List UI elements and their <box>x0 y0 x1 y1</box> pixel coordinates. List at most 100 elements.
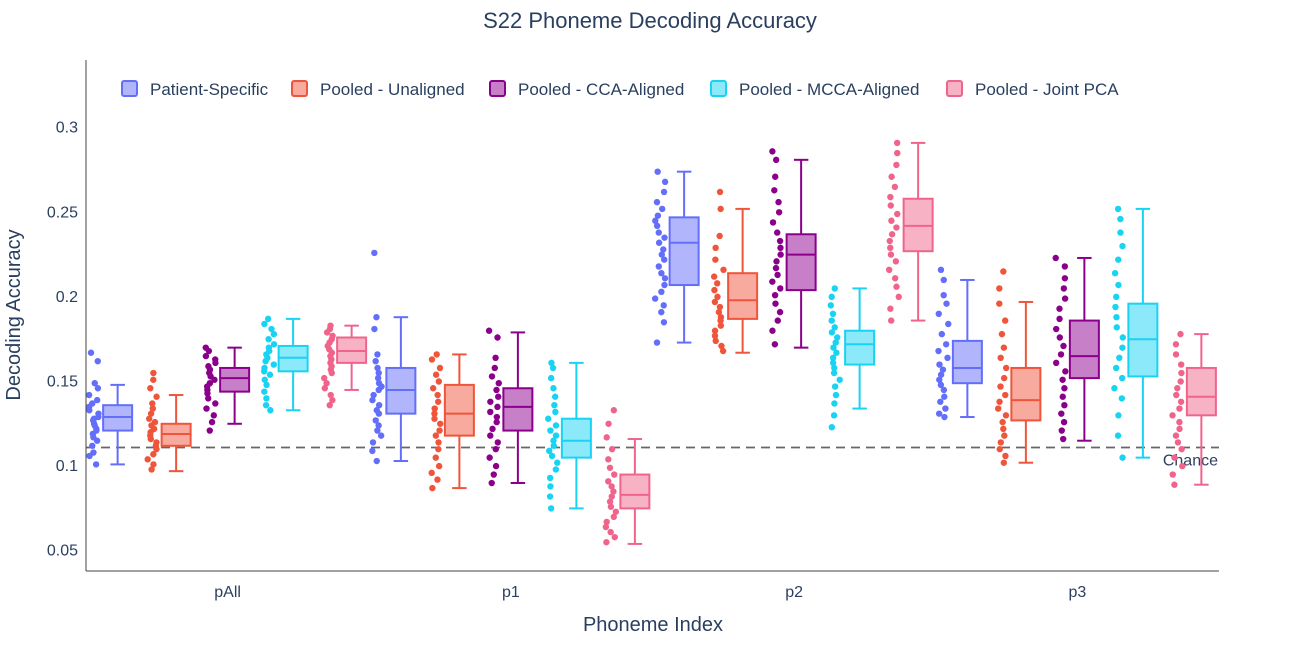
data-point <box>1119 454 1126 461</box>
data-point <box>1114 432 1122 439</box>
data-point <box>375 369 382 377</box>
data-point <box>610 407 618 414</box>
data-point <box>487 408 494 416</box>
data-point <box>372 417 379 424</box>
data-point <box>717 205 724 213</box>
y-axis-title: Decoding Accuracy <box>3 229 25 400</box>
data-point <box>260 368 268 375</box>
data-point <box>935 347 942 355</box>
data-point <box>92 461 100 468</box>
data-point <box>1172 432 1180 439</box>
legend-item[interactable]: Pooled - CCA-Aligned <box>489 80 684 99</box>
data-point <box>431 405 438 412</box>
data-point <box>660 319 668 326</box>
legend-swatch <box>489 80 506 97</box>
data-point <box>996 300 1003 307</box>
data-point <box>89 442 96 449</box>
data-point <box>836 376 843 383</box>
data-point <box>940 276 947 284</box>
data-point <box>1173 391 1180 399</box>
data-point <box>603 434 610 441</box>
data-point <box>263 381 270 389</box>
data-point <box>326 401 333 409</box>
data-point <box>831 324 838 331</box>
legend-item[interactable]: Pooled - Unaligned <box>291 80 465 99</box>
data-point <box>433 351 440 358</box>
data-point <box>935 310 942 318</box>
data-point <box>328 369 335 377</box>
legend-item[interactable]: Pooled - Joint PCA <box>946 80 1119 99</box>
data-point <box>769 278 776 285</box>
x-axis-ticks: pAll p1 p2 p3 <box>214 584 1086 601</box>
data-point <box>1060 342 1067 350</box>
data-point <box>1058 410 1065 417</box>
series-group <box>202 148 1100 487</box>
data-point <box>887 317 895 324</box>
data-point <box>375 386 382 394</box>
data-point <box>551 401 558 409</box>
data-point <box>1112 364 1120 372</box>
data-point <box>437 420 444 427</box>
data-point <box>266 371 274 378</box>
data-point <box>374 351 381 358</box>
data-point <box>777 251 784 258</box>
data-point <box>1053 325 1060 333</box>
data-point <box>607 528 614 536</box>
data-point <box>145 415 153 422</box>
data-point <box>712 337 719 345</box>
data-point <box>711 327 719 334</box>
data-point <box>777 244 784 252</box>
data-point <box>893 224 900 231</box>
data-point <box>775 209 783 216</box>
legend-label: Patient-Specific <box>150 80 269 99</box>
data-point <box>769 219 777 226</box>
data-point <box>772 173 779 180</box>
data-point <box>997 383 1004 390</box>
data-point <box>147 410 155 417</box>
data-point <box>1058 427 1065 434</box>
data-point <box>611 471 618 478</box>
data-point <box>369 439 377 446</box>
data-point <box>996 285 1003 292</box>
series-group <box>85 168 983 468</box>
legend-item[interactable]: Pooled - MCCA-Aligned <box>710 80 919 99</box>
legend-item[interactable]: Patient-Specific <box>121 80 269 99</box>
data-point <box>659 205 666 213</box>
x-axis-title: Phoneme Index <box>583 614 723 636</box>
x-tick-label: pAll <box>214 584 241 601</box>
data-point <box>549 364 557 372</box>
data-point <box>204 390 211 397</box>
data-point <box>548 359 555 367</box>
data-point <box>938 330 946 338</box>
data-point <box>894 210 901 218</box>
y-tick-label: 0.25 <box>47 204 78 221</box>
data-point <box>1115 412 1122 419</box>
series-group <box>144 188 1042 492</box>
data-point <box>774 271 781 279</box>
box <box>619 473 651 510</box>
data-point <box>995 405 1002 412</box>
data-point <box>329 396 336 404</box>
data-point <box>1114 205 1122 213</box>
data-point <box>939 366 947 373</box>
data-point <box>887 244 894 252</box>
data-point <box>658 288 665 296</box>
data-point <box>552 432 560 439</box>
box <box>844 329 876 366</box>
data-point <box>1000 268 1007 275</box>
data-point <box>267 407 274 414</box>
box <box>1185 366 1217 417</box>
data-point <box>1119 242 1126 250</box>
data-point <box>270 361 278 368</box>
data-point <box>1171 481 1178 488</box>
data-point <box>830 344 837 351</box>
box <box>502 387 534 432</box>
legend-label: Pooled - Unaligned <box>320 80 465 99</box>
data-point <box>373 457 380 465</box>
data-point <box>1176 418 1183 426</box>
box <box>727 272 759 320</box>
data-point <box>772 156 780 164</box>
data-point <box>321 374 328 382</box>
data-point <box>611 533 618 541</box>
